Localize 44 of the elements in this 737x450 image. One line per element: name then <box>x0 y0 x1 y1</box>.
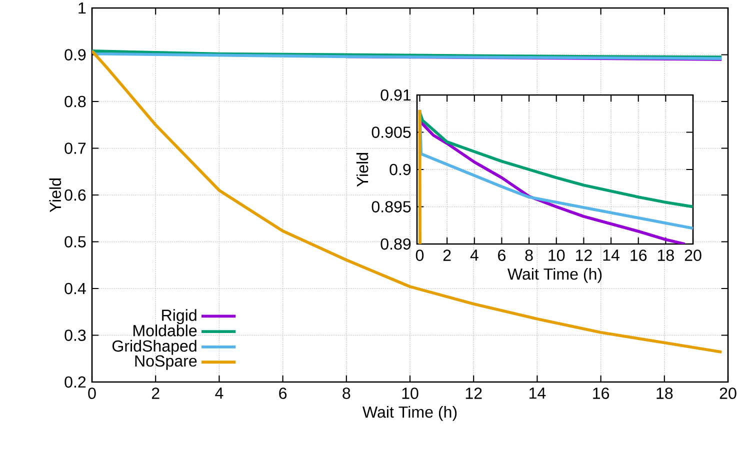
x-tick-label: 6 <box>279 388 287 400</box>
x-tick-label: 12 <box>466 388 482 399</box>
legend-label: Rigid <box>162 309 196 324</box>
x-tick-label: 0 <box>416 250 424 262</box>
x-tick-label: 18 <box>656 388 673 400</box>
y-tick-label: 0.7 <box>64 142 86 154</box>
y-tick-label: 0.8 <box>64 96 86 108</box>
y-tick-label: 0.9 <box>64 49 86 60</box>
y-axis-title: Yield <box>49 178 62 212</box>
y-tick-label: 0.3 <box>64 330 86 341</box>
x-axis-title: Wait Time (h) <box>362 406 457 421</box>
x-tick-label: 18 <box>658 250 674 262</box>
y-tick-label: 1 <box>78 2 86 14</box>
y-tick-label: 0.5 <box>64 236 86 248</box>
x-tick-label: 8 <box>342 388 350 400</box>
x-tick-label: 0 <box>88 388 96 400</box>
x-tick-label: 16 <box>630 250 647 262</box>
x-tick-label: 8 <box>525 250 533 262</box>
x-tick-label: 14 <box>603 250 620 261</box>
x-tick-label: 4 <box>470 250 478 261</box>
y-tick-label: 0.895 <box>372 201 411 212</box>
x-tick-label: 2 <box>152 388 160 399</box>
y-tick-label: 0.9 <box>390 164 411 176</box>
x-tick-label: 16 <box>593 388 610 400</box>
y-tick-label: 0.89 <box>380 238 411 250</box>
legend-label: Moldable <box>134 324 197 336</box>
legend-label: NoSpare <box>135 355 197 370</box>
x-tick-label: 20 <box>684 250 702 262</box>
y-tick-label: 0.2 <box>64 376 86 388</box>
y-tick-label: 0.4 <box>64 282 86 294</box>
x-tick-label: 12 <box>576 250 592 261</box>
y-axis-title: Yield <box>356 152 368 187</box>
x-axis-title: Wait Time (h) <box>507 268 602 283</box>
x-tick-label: 2 <box>443 250 451 261</box>
x-tick-label: 10 <box>402 388 418 400</box>
legend-label: GridShaped <box>112 340 196 355</box>
y-tick-label: 0.91 <box>380 89 411 101</box>
x-tick-label: 10 <box>548 250 565 262</box>
x-tick-label: 6 <box>498 250 506 262</box>
x-tick-label: 4 <box>215 388 224 399</box>
y-tick-label: 0.905 <box>372 126 411 138</box>
y-tick-label: 0.6 <box>64 189 86 201</box>
x-tick-label: 20 <box>720 388 736 400</box>
x-tick-label: 14 <box>530 388 546 399</box>
